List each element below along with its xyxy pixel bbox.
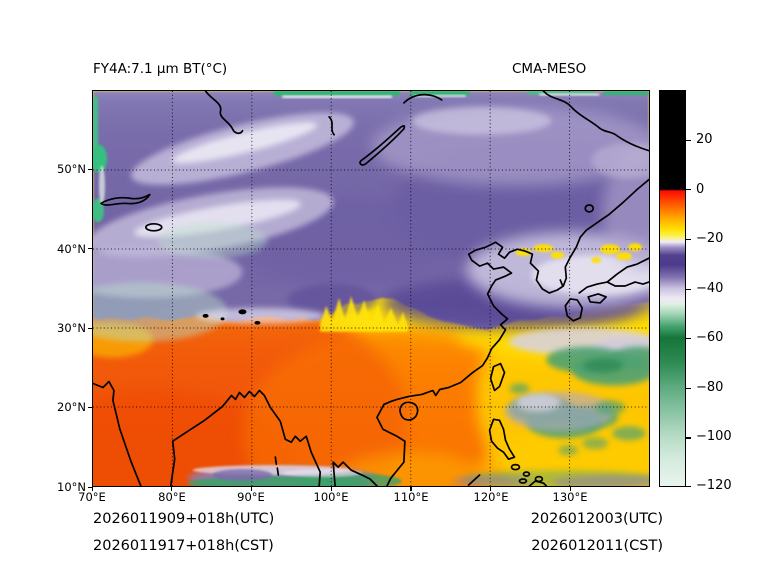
model-title: CMA-MESO [512,61,587,77]
xtick-mark [171,487,173,491]
lake-baikal [359,125,406,166]
xtick-label-110e: 110°E [393,490,429,504]
andaman-islands [274,456,280,476]
colorbar-tick [686,288,691,290]
ytick-mark [88,168,92,171]
xtick-label-80e: 80°E [158,490,186,504]
asia-mainland-coast [93,178,649,486]
siberian-rivers [204,91,443,136]
ytick-label-40n: 40°N [57,242,86,256]
hainan-island [399,401,419,421]
satellite-bt-field [93,91,649,486]
philippines [467,418,548,486]
colorbar-label-0: 0 [696,182,705,197]
colorbar-tick [686,238,691,241]
colorbar-label-m20: −20 [696,231,724,246]
xtick-mark [569,487,571,491]
map-plot-area [92,90,650,487]
japan-islands [559,257,649,322]
colorbar-label-m120: −120 [696,478,732,493]
xtick-mark [250,487,253,491]
colorbar [659,90,686,487]
ytick-mark [88,248,92,250]
valid-time-cst: 2026012011(CST) [531,538,663,554]
colorbar-label-m100: −100 [696,429,732,444]
colorbar-tick [686,437,691,439]
valid-time-utc: 2026012003(UTC) [530,511,663,527]
ytick-label-20n: 20°N [57,400,86,414]
ytick-mark [88,407,92,409]
ytick-mark [88,327,92,329]
xtick-mark [490,487,492,491]
ytick-label-30n: 30°N [57,321,86,335]
xtick-mark [91,487,93,491]
ytick-mark [88,486,92,488]
colorbar-label-m40: −40 [696,281,724,296]
xtick-label-70e: 70°E [78,490,106,504]
xtick-label-100e: 100°E [313,490,349,504]
lake-khanka [584,204,595,213]
ytick-label-50n: 50°N [57,162,86,176]
tibet-lakes [202,309,261,325]
colorbar-label-m80: −80 [696,380,724,395]
init-time-utc: 2026011909+018h(UTC) [93,511,275,527]
init-time-cst: 2026011917+018h(CST) [93,538,274,554]
colorbar-tick [686,189,691,191]
colorbar-tick [686,338,691,340]
green-cold-cloud-tops [93,91,649,486]
okhotsk-coast [542,91,649,152]
taiwan-island [489,362,506,392]
xtick-label-120e: 120°E [473,490,509,504]
xtick-label-90e: 90°E [237,490,265,504]
colorbar-tick [686,387,691,390]
colorbar-label-20: 20 [696,132,713,147]
lake-balkhash [100,193,151,206]
colorbar-tick [686,139,691,141]
yellow-intrusion-spikes [320,295,408,332]
xtick-label-130e: 130°E [552,490,588,504]
coastlines [93,91,649,486]
graticule-gridlines [93,91,649,486]
plot-title: FY4A:7.1 μm BT(°C) [93,61,228,77]
ytick-label-10n: 10°N [57,480,86,494]
xtick-mark [330,487,332,491]
xtick-mark [410,487,412,491]
lake-issyk-kul [144,223,163,232]
colorbar-label-m60: −60 [696,330,724,345]
colorbar-tick [686,486,691,488]
